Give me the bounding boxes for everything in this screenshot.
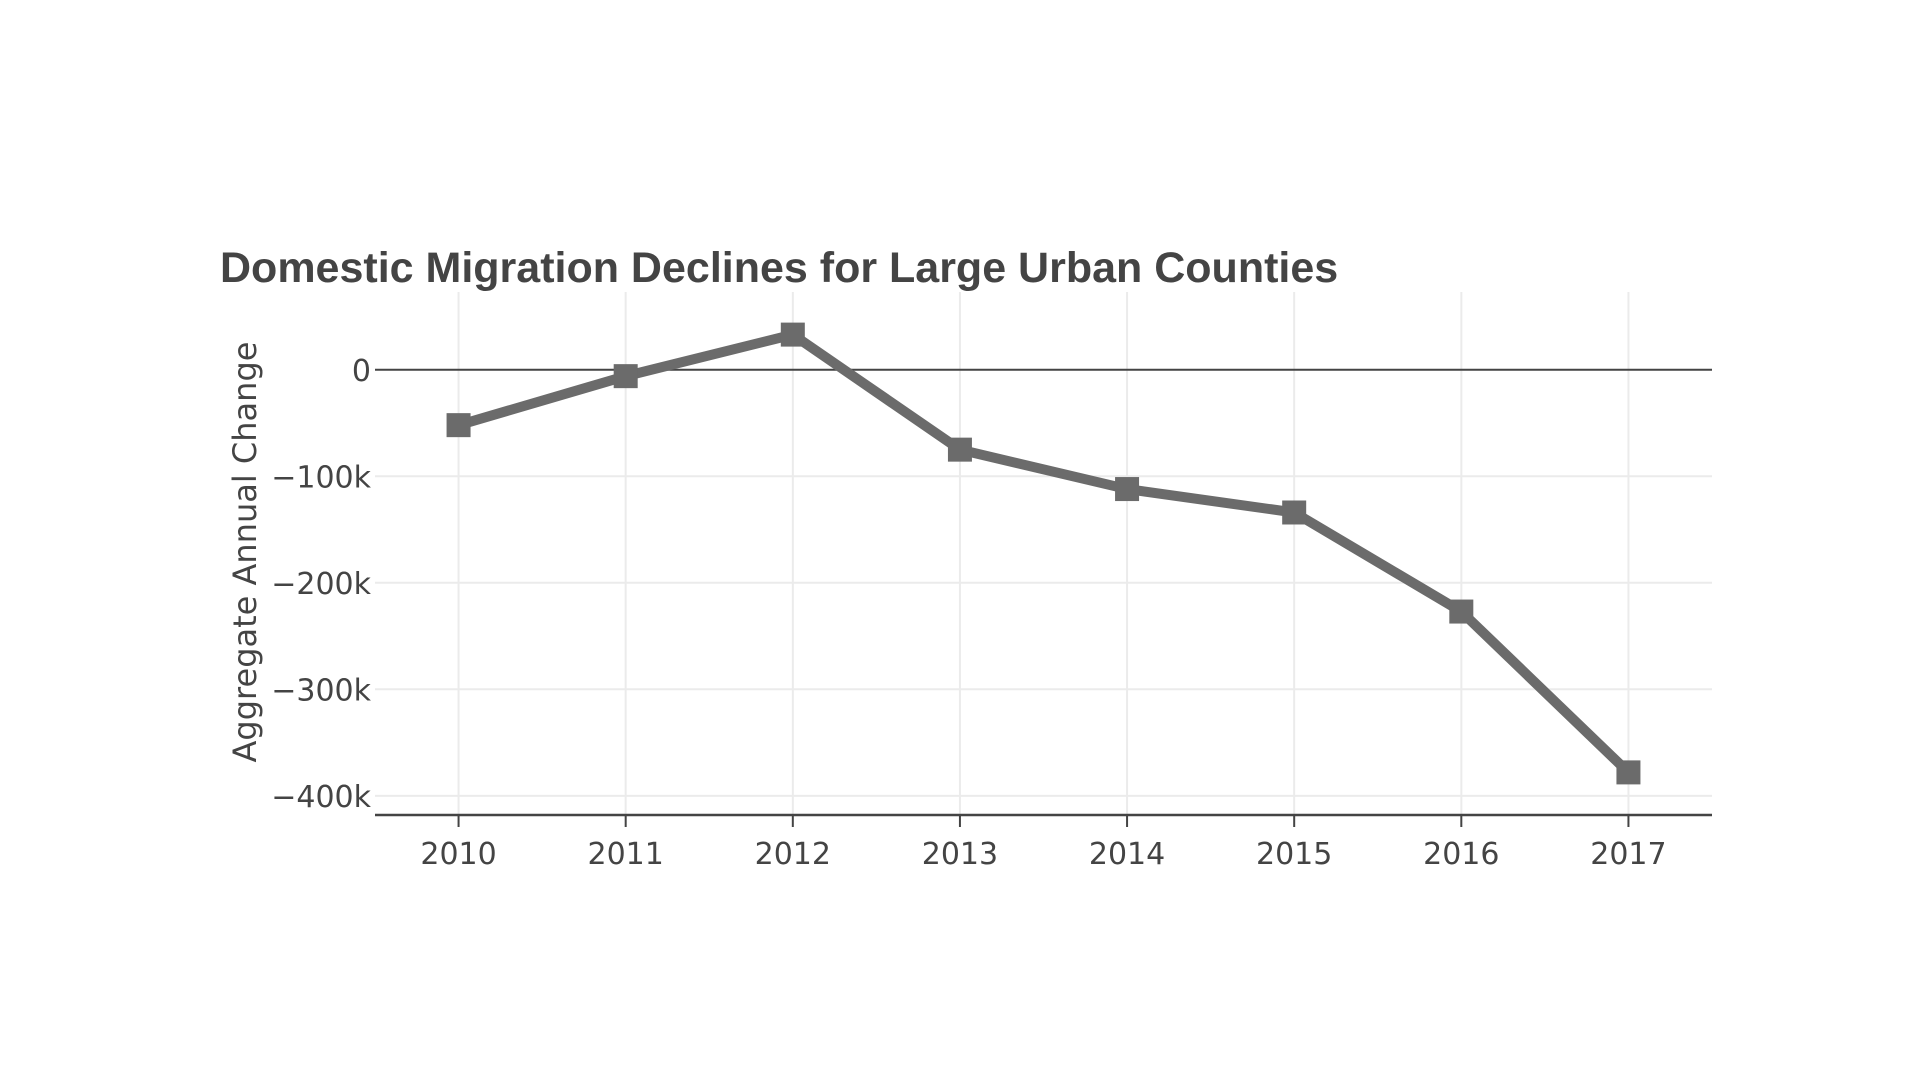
x-tick-label: 2012 — [755, 837, 831, 872]
data-point-2016[interactable] — [1449, 599, 1474, 624]
x-tick-label: 2013 — [922, 837, 998, 872]
x-tick-label: 2014 — [1089, 837, 1165, 872]
y-tick-label: −100k — [271, 460, 371, 495]
data-point-2017[interactable] — [1616, 760, 1641, 785]
x-tick-label: 2017 — [1590, 837, 1666, 872]
data-point-2012[interactable] — [780, 322, 805, 347]
y-tick-label: −400k — [271, 780, 371, 815]
y-axis-title: Aggregate Annual Change — [226, 342, 264, 763]
x-tick-label: 2011 — [588, 837, 664, 872]
y-tick-label: −300k — [271, 673, 371, 708]
series-line — [453, 329, 1634, 778]
x-tick-label: 2016 — [1423, 837, 1499, 872]
x-tick-label: 2015 — [1256, 837, 1332, 872]
data-point-2014[interactable] — [1115, 477, 1140, 502]
series-layer — [446, 322, 1641, 785]
chart-title: Domestic Migration Declines for Large Ur… — [220, 244, 1338, 292]
data-point-2015[interactable] — [1282, 500, 1307, 525]
data-point-2010[interactable] — [446, 413, 471, 438]
y-axis-tick-labels: 0 −100k −200k −300k −400k — [271, 354, 371, 815]
x-axis-tick-labels: 2010 2011 2012 2013 2014 2015 2016 2017 — [420, 837, 1666, 872]
grid-lines — [375, 292, 1712, 815]
data-point-2013[interactable] — [947, 437, 972, 462]
y-tick-label: 0 — [352, 354, 371, 389]
data-point-2011[interactable] — [613, 364, 638, 389]
y-tick-label: −200k — [271, 567, 371, 602]
x-tick-label: 2010 — [420, 837, 496, 872]
axes — [375, 368, 1712, 827]
